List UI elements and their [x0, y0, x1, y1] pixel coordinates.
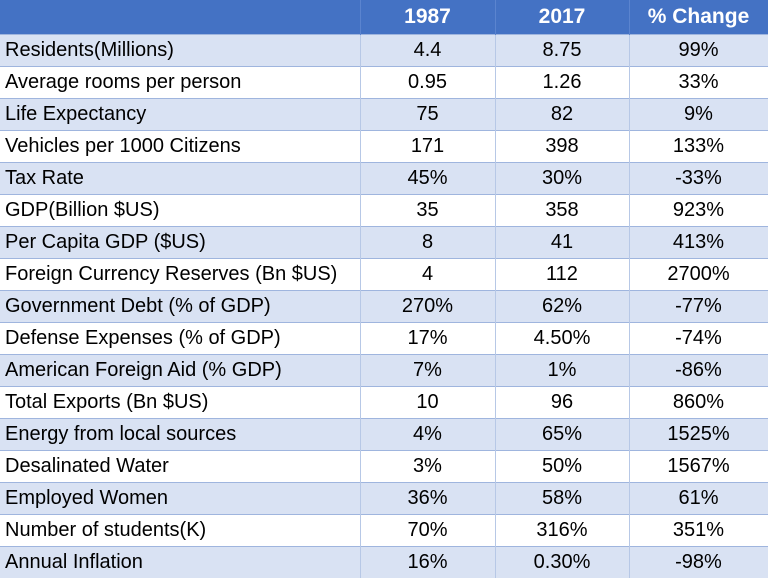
- value-1987-cell: 36%: [360, 481, 496, 514]
- table-row: Number of students(K) 70% 316% 351%: [0, 513, 768, 546]
- value-1987-cell: 7%: [360, 353, 496, 386]
- value-2017-cell: 58%: [495, 481, 630, 514]
- percent-change-cell: 1567%: [629, 449, 768, 482]
- table-row: Annual Inflation 16% 0.30% -98%: [0, 545, 768, 578]
- percent-change-cell: 2700%: [629, 257, 768, 290]
- percent-change-cell: 9%: [629, 97, 768, 130]
- percent-change-cell: 33%: [629, 65, 768, 98]
- row-label-cell: Desalinated Water: [0, 449, 361, 482]
- value-2017-cell: 41: [495, 225, 630, 258]
- value-1987-cell: 3%: [360, 449, 496, 482]
- percent-change-cell: -86%: [629, 353, 768, 386]
- value-2017-cell: 112: [495, 257, 630, 290]
- value-1987-cell: 270%: [360, 289, 496, 322]
- row-label-cell: Tax Rate: [0, 161, 361, 194]
- value-1987-cell: 16%: [360, 545, 496, 578]
- value-2017-cell: 398: [495, 129, 630, 162]
- row-label-cell: Average rooms per person: [0, 65, 361, 98]
- row-label-cell: Energy from local sources: [0, 417, 361, 450]
- table-body: Residents(Millions) 4.4 8.75 99% Average roo…: [0, 33, 768, 578]
- value-2017-cell: 96: [495, 385, 630, 418]
- row-label-cell: GDP(Billion $US): [0, 193, 361, 226]
- value-1987-cell: 4%: [360, 417, 496, 450]
- value-1987-cell: 4.4: [360, 33, 496, 66]
- value-1987-cell: 10: [360, 385, 496, 418]
- percent-change-cell: 61%: [629, 481, 768, 514]
- value-1987-cell: 70%: [360, 513, 496, 546]
- value-2017-cell: 50%: [495, 449, 630, 482]
- percent-change-cell: 99%: [629, 33, 768, 66]
- row-label-cell: Government Debt (% of GDP): [0, 289, 361, 322]
- table-row: Energy from local sources 4% 65% 1525%: [0, 417, 768, 450]
- value-2017-cell: 62%: [495, 289, 630, 322]
- value-2017-cell: 65%: [495, 417, 630, 450]
- table-row: Total Exports (Bn $US) 10 96 860%: [0, 385, 768, 418]
- row-label-cell: Foreign Currency Reserves (Bn $US): [0, 257, 361, 290]
- percent-change-cell: -98%: [629, 545, 768, 578]
- header-1987: 1987: [360, 0, 496, 34]
- row-label-cell: Per Capita GDP ($US): [0, 225, 361, 258]
- row-label-cell: Annual Inflation: [0, 545, 361, 578]
- value-1987-cell: 8: [360, 225, 496, 258]
- table-row: Desalinated Water 3% 50% 1567%: [0, 449, 768, 482]
- value-2017-cell: 0.30%: [495, 545, 630, 578]
- value-2017-cell: 8.75: [495, 33, 630, 66]
- table-row: Foreign Currency Reserves (Bn $US) 4 112 27…: [0, 257, 768, 290]
- table-row: Employed Women 36% 58% 61%: [0, 481, 768, 514]
- percent-change-cell: 860%: [629, 385, 768, 418]
- table-row: Per Capita GDP ($US) 8 41 413%: [0, 225, 768, 258]
- table-row: Defense Expenses (% of GDP) 17% 4.50% -74%: [0, 321, 768, 354]
- table-row: American Foreign Aid (% GDP) 7% 1% -86%: [0, 353, 768, 386]
- value-2017-cell: 30%: [495, 161, 630, 194]
- row-label-cell: Total Exports (Bn $US): [0, 385, 361, 418]
- table-row: GDP(Billion $US) 35 358 923%: [0, 193, 768, 226]
- row-label-cell: Defense Expenses (% of GDP): [0, 321, 361, 354]
- value-1987-cell: 17%: [360, 321, 496, 354]
- value-1987-cell: 0.95: [360, 65, 496, 98]
- percent-change-cell: -33%: [629, 161, 768, 194]
- table-row: Average rooms per person 0.95 1.26 33%: [0, 65, 768, 98]
- row-label-cell: Number of students(K): [0, 513, 361, 546]
- percent-change-cell: 923%: [629, 193, 768, 226]
- header-label-cell: [0, 0, 361, 34]
- table-row: Government Debt (% of GDP) 270% 62% -77%: [0, 289, 768, 322]
- row-label-cell: American Foreign Aid (% GDP): [0, 353, 361, 386]
- value-2017-cell: 1.26: [495, 65, 630, 98]
- value-1987-cell: 35: [360, 193, 496, 226]
- percent-change-cell: 1525%: [629, 417, 768, 450]
- percent-change-cell: -77%: [629, 289, 768, 322]
- header-2017: 2017: [495, 0, 630, 34]
- row-label-cell: Residents(Millions): [0, 33, 361, 66]
- table-row: Vehicles per 1000 Citizens 171 398 133%: [0, 129, 768, 162]
- row-label-cell: Employed Women: [0, 481, 361, 514]
- percent-change-cell: -74%: [629, 321, 768, 354]
- header-row: 1987 2017 % Change: [0, 0, 768, 34]
- header-percent-change: % Change: [629, 0, 768, 34]
- value-1987-cell: 4: [360, 257, 496, 290]
- percent-change-cell: 413%: [629, 225, 768, 258]
- percent-change-cell: 351%: [629, 513, 768, 546]
- value-2017-cell: 1%: [495, 353, 630, 386]
- table-row: Residents(Millions) 4.4 8.75 99%: [0, 33, 768, 66]
- table-row: Life Expectancy 75 82 9%: [0, 97, 768, 130]
- row-label-cell: Vehicles per 1000 Citizens: [0, 129, 361, 162]
- row-label-cell: Life Expectancy: [0, 97, 361, 130]
- value-1987-cell: 75: [360, 97, 496, 130]
- value-1987-cell: 45%: [360, 161, 496, 194]
- percent-change-cell: 133%: [629, 129, 768, 162]
- value-2017-cell: 82: [495, 97, 630, 130]
- value-2017-cell: 316%: [495, 513, 630, 546]
- value-1987-cell: 171: [360, 129, 496, 162]
- value-2017-cell: 4.50%: [495, 321, 630, 354]
- value-2017-cell: 358: [495, 193, 630, 226]
- table-row: Tax Rate 45% 30% -33%: [0, 161, 768, 194]
